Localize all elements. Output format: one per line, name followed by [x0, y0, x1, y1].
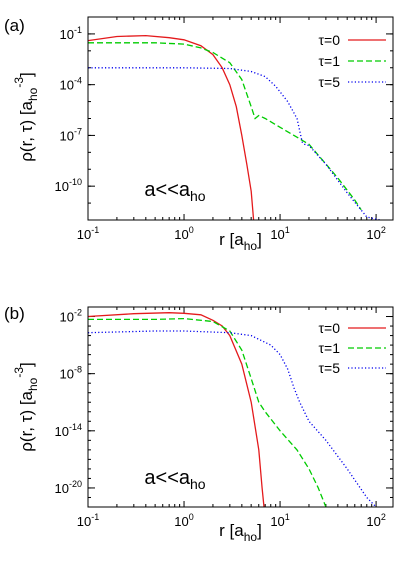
series-line-tau2: [88, 67, 381, 220]
x-tick-label: 101: [270, 512, 289, 529]
legend-label: τ=5: [319, 74, 341, 90]
y-tick-label: 10-14: [55, 422, 82, 439]
x-tick-label: 100: [174, 225, 193, 242]
x-tick-label: 102: [366, 512, 385, 529]
y-tick-label: 10-20: [55, 479, 82, 496]
series-line-tau0: [88, 34, 255, 220]
y-tick-label: 10-4: [60, 76, 82, 93]
y-axis-label: ρ(r, τ) [aho-3]: [12, 362, 40, 452]
chart-panel-b: (b) 10-1 100 101 102 10-2 10-8 10-14 10-20 τ=0 τ=1…: [4, 304, 394, 544]
series-line-tau1: [88, 317, 327, 507]
plot-frame: [87, 16, 394, 221]
y-tick-label: 10-8: [60, 365, 82, 382]
panel-label: (a): [4, 16, 25, 35]
y-tick-label: 10-2: [60, 308, 82, 325]
series-line-tau1: [88, 42, 362, 211]
chart-panel-a: (a) 10-1 100 101 102 10-1 10-4 10-7 10-10 τ=0 τ=1 τ…: [4, 16, 394, 253]
y-tick-label: 10-10: [55, 177, 82, 194]
y-tick-label: 10-1: [60, 25, 82, 42]
legend-label: τ=0: [319, 320, 341, 336]
x-axis-label: r [aho]: [219, 230, 262, 253]
plot-frame: [87, 306, 394, 508]
x-axis-label: r [aho]: [219, 521, 262, 544]
panel-label: (b): [4, 304, 25, 323]
x-tick-label: 102: [366, 225, 385, 242]
legend-label: τ=5: [319, 360, 341, 376]
y-tick-label: 10-7: [60, 126, 82, 143]
legend-label: τ=1: [319, 340, 341, 356]
y-axis-label: ρ(r, τ) [aho-3]: [12, 72, 40, 162]
x-tick-label: 10-1: [77, 225, 99, 242]
x-tick-label: 101: [270, 225, 289, 242]
chart-annotation: a<<aho: [144, 467, 205, 492]
x-tick-label: 10-1: [77, 512, 99, 529]
legend-label: τ=1: [319, 53, 341, 69]
legend-label: τ=0: [319, 32, 341, 48]
x-tick-label: 100: [174, 512, 193, 529]
series-line-tau2: [88, 330, 377, 507]
chart-annotation: a<<aho: [144, 179, 205, 204]
